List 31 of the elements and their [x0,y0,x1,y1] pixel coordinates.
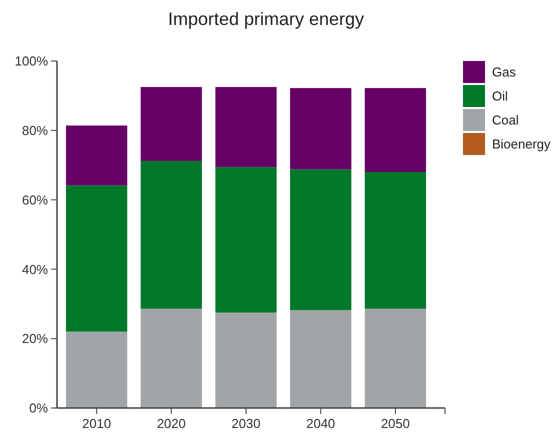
x-tick-label: 2020 [156,416,186,431]
bar [66,126,128,186]
x-tick-label: 2040 [306,416,336,431]
bar [290,169,352,310]
bar [66,185,128,332]
bar [215,312,277,408]
chart-title: Imported primary energy [168,9,364,29]
bar [215,167,277,313]
legend-label: Gas [492,64,516,80]
bar [215,87,277,168]
bar [140,308,202,408]
legend-label: Coal [492,112,519,128]
bar [364,172,426,309]
legend-label: Bioenergy [492,136,552,152]
x-tick-label: 2050 [380,416,410,431]
bar [364,308,426,408]
bar [66,332,128,408]
bar [364,88,426,172]
bar [140,87,202,161]
bar [140,160,202,309]
x-tick-label: 2010 [82,416,112,431]
y-tick-label: 100% [14,54,48,69]
x-tick-label: 2030 [232,416,260,431]
y-tick-label: 20% [22,331,48,346]
y-tick-label: 80% [22,122,48,138]
bar [290,310,352,408]
y-tick-label: 0% [29,400,48,416]
bar [290,88,352,170]
y-tick-label: 60% [22,192,48,208]
y-tick-label: 40% [22,262,48,277]
legend-label: Oil [492,88,508,104]
